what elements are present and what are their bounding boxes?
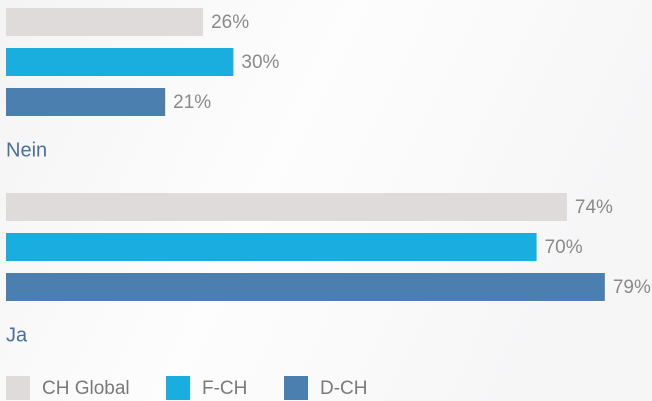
legend-swatch (284, 376, 308, 400)
legend-swatch (6, 376, 30, 400)
bar (6, 88, 166, 116)
legend-label: D-CH (320, 378, 368, 399)
value-label: 26% (211, 12, 249, 33)
value-label: 74% (575, 197, 613, 218)
bar (6, 233, 537, 261)
bar (6, 8, 204, 36)
legend-label: F-CH (202, 378, 247, 399)
bar (6, 48, 234, 76)
value-label: 30% (241, 52, 279, 73)
bar (6, 193, 567, 221)
category-label: Nein (6, 139, 47, 161)
legend-swatch (166, 376, 190, 400)
category-label: Ja (6, 324, 28, 346)
bar (6, 273, 605, 301)
value-label: 79% (613, 277, 651, 298)
legend-label: CH Global (42, 378, 130, 399)
value-label: 70% (545, 237, 583, 258)
value-label: 21% (173, 92, 211, 113)
